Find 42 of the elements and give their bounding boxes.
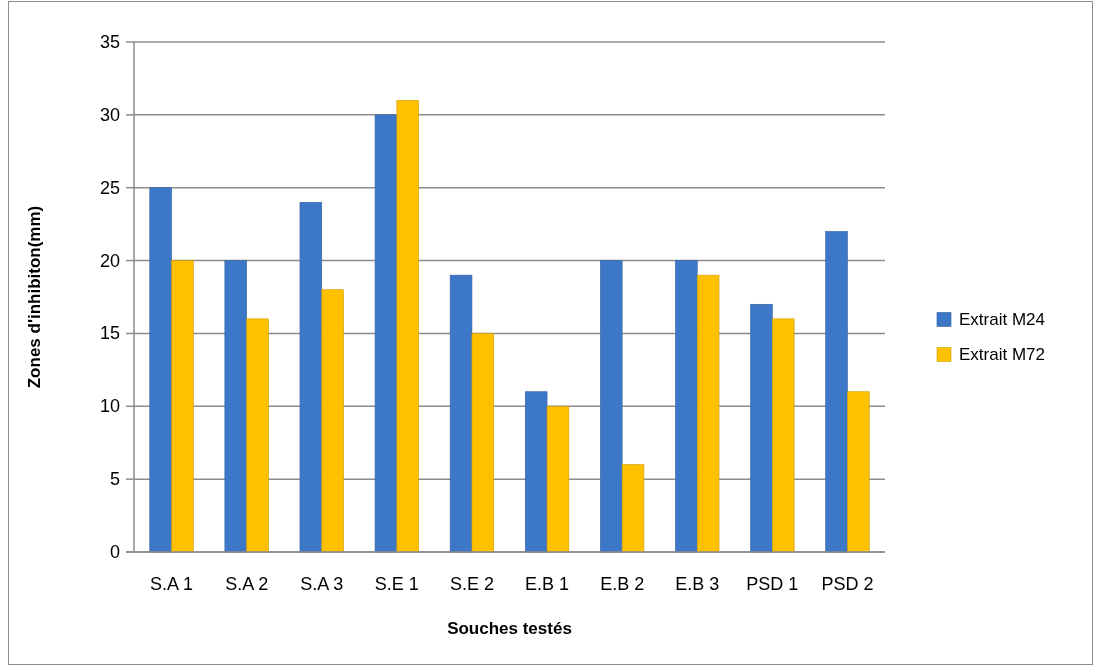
y-tick-label: 0	[109, 542, 120, 562]
bar	[772, 318, 795, 553]
x-tick-label: E.B 1	[525, 574, 570, 594]
bar	[825, 231, 848, 553]
x-axis-title: Souches testés	[447, 619, 572, 638]
y-tick-label: 30	[99, 104, 120, 125]
bar	[847, 391, 870, 553]
x-tick-label: S.A 2	[225, 574, 269, 594]
bar	[675, 260, 698, 553]
x-tick-label: S.A 3	[300, 574, 344, 594]
bar	[600, 260, 623, 553]
bar	[224, 260, 247, 553]
y-tick-label: 15	[99, 323, 120, 344]
bar	[471, 333, 495, 553]
bar	[696, 274, 720, 553]
bar	[546, 405, 570, 553]
y-tick-label: 25	[99, 177, 120, 198]
x-tick-label: S.E 1	[374, 574, 419, 594]
bar	[374, 114, 398, 553]
bar	[396, 99, 419, 553]
bar	[246, 318, 269, 553]
y-axis-title: Zones d'inhibiton(mm)	[25, 205, 44, 389]
bar	[750, 303, 773, 553]
y-tick-label: 5	[109, 469, 120, 490]
bar	[524, 391, 548, 553]
bar	[621, 464, 645, 553]
bar	[299, 201, 323, 553]
x-tick-label: S.A 1	[150, 574, 194, 594]
bar	[171, 260, 194, 553]
bar	[449, 274, 473, 553]
x-tick-label: S.E 2	[449, 574, 494, 594]
x-tick-label: E.B 2	[600, 574, 645, 594]
x-tick-label: PSD 1	[746, 574, 799, 594]
y-tick-label: 20	[99, 250, 120, 271]
x-tick-label: PSD 2	[821, 574, 874, 594]
x-tick-label: E.B 3	[675, 574, 720, 594]
bar	[321, 289, 344, 553]
y-tick-label: 10	[99, 396, 120, 417]
legend-label: Extrait M72	[959, 345, 1045, 364]
legend-label: Extrait M24	[959, 310, 1045, 329]
y-tick-label: 35	[99, 32, 120, 52]
bar	[149, 187, 172, 553]
